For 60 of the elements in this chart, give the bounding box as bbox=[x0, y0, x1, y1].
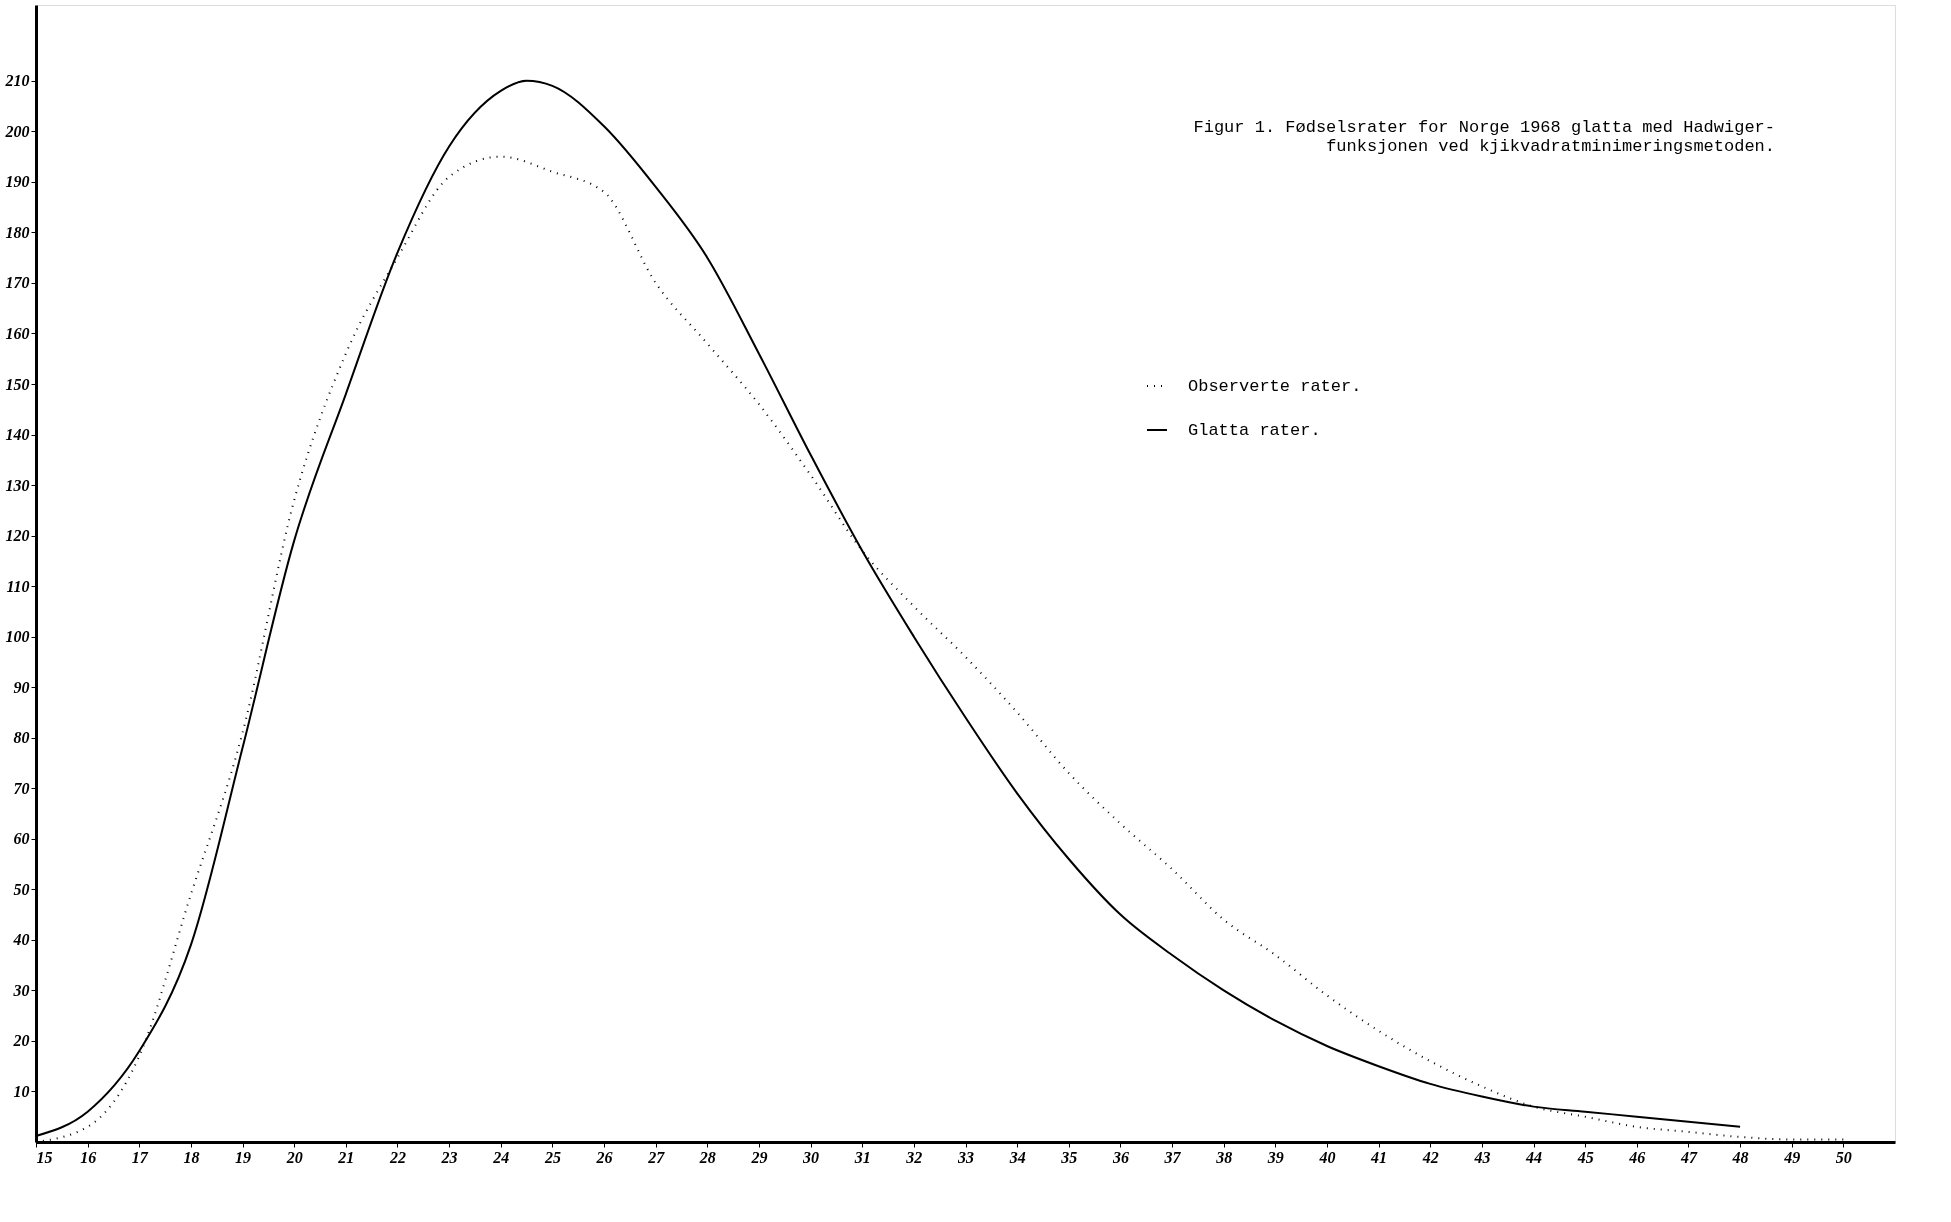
y-tick-label: 80 bbox=[13, 729, 30, 747]
x-tick-label: 24 bbox=[492, 1148, 510, 1166]
y-tick-label: 110 bbox=[6, 577, 30, 595]
x-tick-label: 40 bbox=[1318, 1148, 1336, 1166]
x-tick-label: 33 bbox=[957, 1148, 974, 1166]
y-tick-label: 60 bbox=[13, 830, 30, 848]
y-tick-label: 170 bbox=[5, 274, 30, 292]
x-tick-label: 32 bbox=[905, 1148, 923, 1166]
x-tick-label: 43 bbox=[1473, 1148, 1491, 1166]
x-tick-label: 16 bbox=[80, 1148, 97, 1166]
x-tick-label: 34 bbox=[1008, 1148, 1026, 1166]
x-tick-label: 38 bbox=[1215, 1148, 1233, 1166]
x-tick-label: 18 bbox=[183, 1148, 200, 1166]
x-tick-label: 35 bbox=[1060, 1148, 1078, 1166]
x-tick-label: 45 bbox=[1576, 1148, 1594, 1166]
x-tick-label: 47 bbox=[1679, 1148, 1698, 1166]
x-tick-label: 39 bbox=[1266, 1148, 1284, 1166]
y-tick-label: 160 bbox=[5, 324, 30, 342]
y-tick-label: 20 bbox=[12, 1032, 30, 1050]
x-tick-label: 30 bbox=[802, 1148, 820, 1166]
y-tick-label: 150 bbox=[5, 375, 30, 393]
x-tick-label: 46 bbox=[1628, 1148, 1646, 1166]
x-tick-label: 41 bbox=[1370, 1148, 1388, 1166]
y-tick-label: 210 bbox=[4, 72, 30, 90]
legend-label: Observerte rater. bbox=[1188, 377, 1362, 396]
x-tick-label: 31 bbox=[853, 1148, 871, 1166]
x-tick-label: 20 bbox=[285, 1148, 303, 1166]
y-tick-label: 30 bbox=[12, 981, 30, 999]
x-tick-label: 17 bbox=[131, 1148, 149, 1166]
y-tick-label: 40 bbox=[12, 931, 30, 949]
x-tick-label: 25 bbox=[543, 1148, 561, 1166]
y-tick-label: 70 bbox=[13, 779, 30, 797]
x-tick-label: 42 bbox=[1421, 1148, 1439, 1166]
x-tick-label: 15 bbox=[36, 1148, 53, 1166]
y-tick-label: 120 bbox=[5, 527, 30, 545]
x-tick-label: 48 bbox=[1731, 1148, 1749, 1166]
x-tick-label: 49 bbox=[1783, 1148, 1801, 1166]
y-tick-label: 50 bbox=[13, 880, 30, 898]
x-tick-label: 23 bbox=[440, 1148, 458, 1166]
legend-label: Glatta rater. bbox=[1188, 421, 1321, 440]
y-tick-label: 200 bbox=[4, 122, 30, 140]
x-tick-label: 26 bbox=[595, 1148, 613, 1166]
text: Figur 1. Fødselsrater for Norge 1968 glatta med Hadwiger- funksjonen ved kjikvadratminimeringsmetoden. bbox=[1193, 118, 1775, 156]
x-tick-label: 44 bbox=[1525, 1148, 1543, 1166]
y-tick-label: 140 bbox=[5, 426, 30, 444]
y-tick-label: 10 bbox=[13, 1082, 30, 1100]
x-tick-label: 22 bbox=[388, 1148, 406, 1166]
y-tick-label: 190 bbox=[5, 173, 30, 191]
x-tick-label: 28 bbox=[698, 1148, 716, 1166]
y-tick-label: 100 bbox=[5, 628, 30, 646]
x-tick-label: 29 bbox=[750, 1148, 768, 1166]
x-tick-label: 21 bbox=[337, 1148, 355, 1166]
x-tick-label: 50 bbox=[1835, 1148, 1852, 1166]
x-tick-label: 37 bbox=[1163, 1148, 1182, 1166]
y-tick-label: 180 bbox=[5, 223, 30, 241]
x-tick-label: 27 bbox=[647, 1148, 666, 1166]
y-tick-label: 130 bbox=[5, 476, 30, 494]
y-tick-label: 90 bbox=[13, 678, 30, 696]
x-tick-label: 19 bbox=[235, 1148, 252, 1166]
x-tick-label: 36 bbox=[1111, 1148, 1129, 1166]
